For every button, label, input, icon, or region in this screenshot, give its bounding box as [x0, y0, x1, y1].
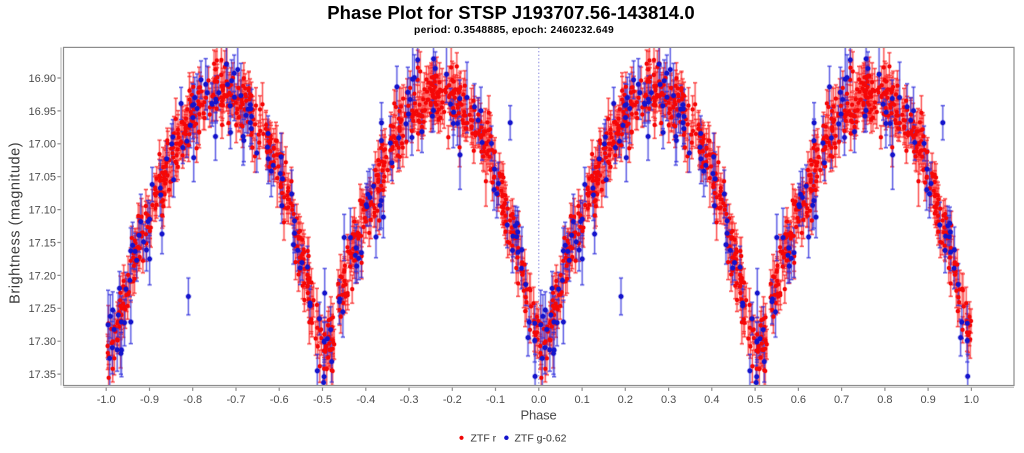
svg-text:17.15: 17.15 — [28, 237, 56, 249]
svg-text:-0.4: -0.4 — [356, 394, 375, 406]
svg-text:16.90: 16.90 — [28, 73, 56, 85]
svg-text:-0.5: -0.5 — [313, 394, 332, 406]
svg-text:16.95: 16.95 — [28, 106, 56, 118]
svg-text:-0.1: -0.1 — [486, 394, 505, 406]
svg-text:17.00: 17.00 — [28, 139, 56, 151]
svg-text:period: 0.3548885, epoch: 2460: period: 0.3548885, epoch: 2460232.649 — [414, 25, 614, 36]
svg-text:0.0: 0.0 — [531, 394, 546, 406]
svg-text:-0.2: -0.2 — [443, 394, 462, 406]
svg-text:Brightness (magnitude): Brightness (magnitude) — [8, 142, 24, 304]
svg-text:0.9: 0.9 — [920, 394, 935, 406]
svg-text:17.20: 17.20 — [28, 270, 56, 282]
svg-text:Phase: Phase — [520, 408, 556, 423]
svg-text:Phase Plot for STSP J193707.56: Phase Plot for STSP J193707.56-143814.0 — [327, 2, 695, 23]
svg-text:ZTF g-0.62: ZTF g-0.62 — [515, 432, 567, 444]
svg-text:17.35: 17.35 — [28, 369, 56, 381]
svg-text:17.05: 17.05 — [28, 172, 56, 184]
svg-text:0.7: 0.7 — [834, 394, 849, 406]
svg-text:0.1: 0.1 — [574, 394, 589, 406]
svg-text:17.30: 17.30 — [28, 336, 56, 348]
svg-text:-0.9: -0.9 — [140, 394, 159, 406]
svg-text:-0.3: -0.3 — [400, 394, 419, 406]
svg-text:-0.8: -0.8 — [183, 394, 202, 406]
svg-text:17.25: 17.25 — [28, 303, 56, 315]
svg-text:0.8: 0.8 — [877, 394, 892, 406]
svg-text:ZTF r: ZTF r — [471, 432, 497, 444]
svg-text:17.10: 17.10 — [28, 205, 56, 217]
svg-text:0.6: 0.6 — [791, 394, 806, 406]
svg-text:1.0: 1.0 — [964, 394, 979, 406]
svg-text:0.4: 0.4 — [704, 394, 719, 406]
svg-text:0.3: 0.3 — [661, 394, 676, 406]
svg-text:0.2: 0.2 — [618, 394, 633, 406]
svg-text:-1.0: -1.0 — [97, 394, 116, 406]
svg-text:-0.7: -0.7 — [227, 394, 246, 406]
svg-text:0.5: 0.5 — [747, 394, 762, 406]
svg-text:-0.6: -0.6 — [270, 394, 289, 406]
